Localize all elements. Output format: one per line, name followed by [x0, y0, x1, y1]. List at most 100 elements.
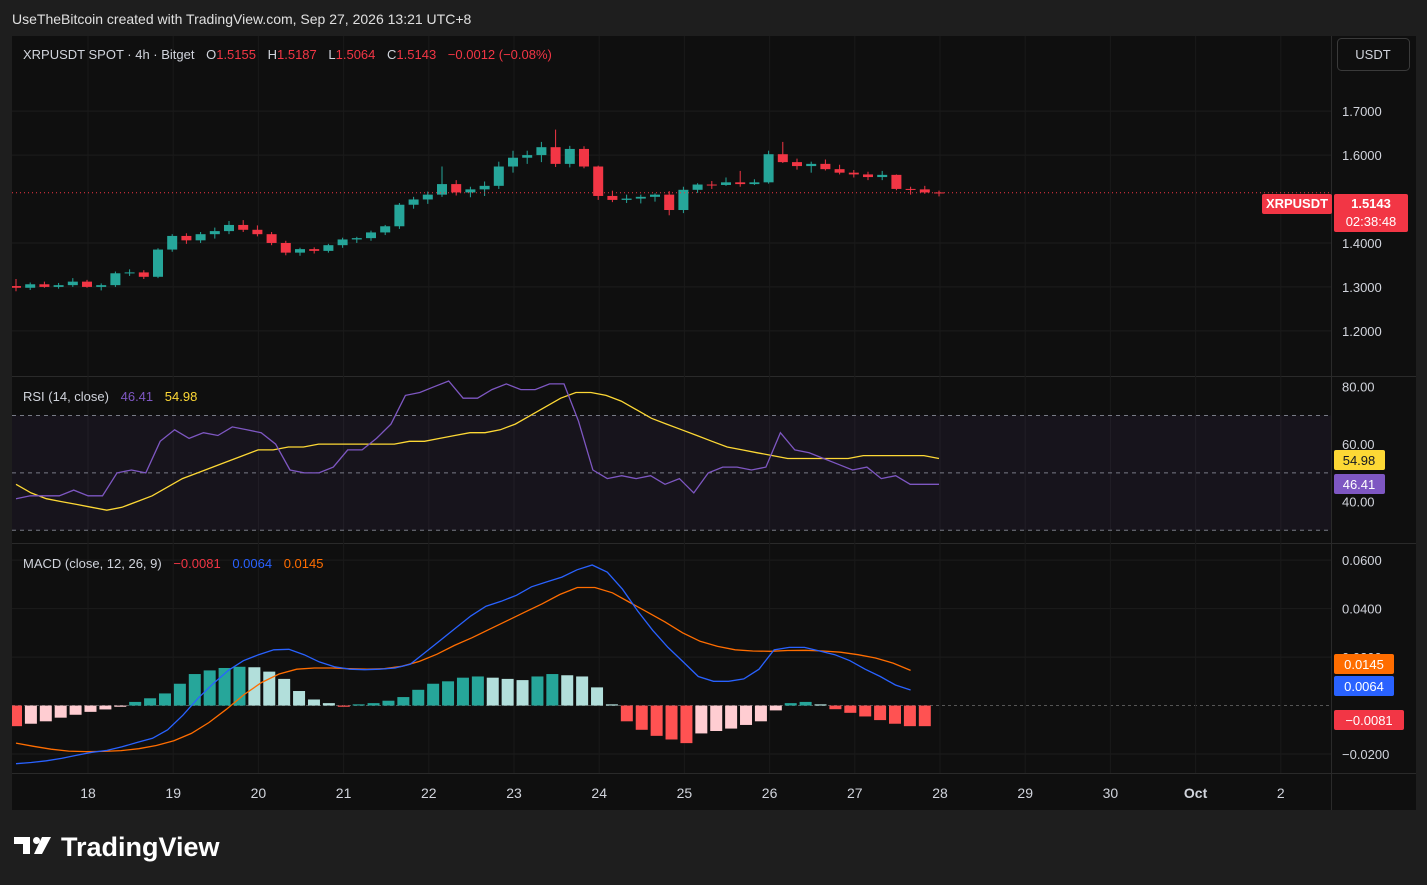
price-tick-label: 1.2000 [1342, 324, 1382, 339]
price-tick-label: 1.4000 [1342, 236, 1382, 251]
macd-histogram-bar [307, 699, 320, 706]
macd-histogram-bar [99, 705, 112, 710]
candle-body [25, 284, 36, 288]
candle-body [820, 163, 831, 170]
macd-histogram-bar [278, 678, 291, 706]
x-tick-label: 18 [80, 785, 96, 801]
price-tick-label: 1.3000 [1342, 280, 1382, 295]
macd-histogram-bar [442, 681, 455, 706]
close-value: 1.5143 [396, 47, 436, 62]
change-value: −0.0012 (−0.08%) [448, 47, 552, 62]
candle-body [181, 235, 192, 241]
x-tick-label: 30 [1103, 785, 1119, 801]
macd-histogram-bar [889, 705, 902, 724]
macd-histogram-bar [456, 677, 469, 706]
tradingview-logo-icon [14, 837, 51, 854]
macd-histogram-bar [12, 705, 22, 727]
tradingview-logo[interactable]: TradingView [0, 810, 260, 885]
x-tick-label: 21 [336, 785, 352, 801]
candle-body [323, 245, 334, 251]
price-badge-symbol: XRPUSDT [1266, 196, 1328, 211]
candle-body [877, 174, 888, 178]
attribution-text: UseTheBitcoin created with TradingView.c… [12, 11, 472, 27]
macd-histogram-bar [814, 704, 827, 706]
macd-histogram-bar [412, 689, 425, 706]
candle-body [919, 189, 930, 193]
price-badge-price: 1.5143 [1351, 196, 1391, 211]
macd-histogram-bar [382, 700, 395, 706]
hist-legend-value: −0.0081 [173, 556, 220, 571]
candle-body [82, 281, 92, 287]
macd-histogram-bar [471, 676, 484, 706]
macd-tick-label: −0.0200 [1342, 747, 1389, 762]
x-tick-label: 26 [762, 785, 778, 801]
tradingview-logo-text: TradingView [61, 832, 221, 862]
candle-body [749, 182, 760, 185]
candle-body [777, 154, 788, 163]
price-tick-label: 1.6000 [1342, 148, 1382, 163]
signal-badge: 0.0145 [1344, 657, 1384, 672]
low-value: 1.5064 [336, 47, 376, 62]
macd-histogram-bar [605, 704, 618, 706]
candle-body [195, 234, 206, 241]
candle-body [238, 224, 249, 230]
candle-body [522, 155, 533, 158]
chart-area[interactable]: 1.7000 1.6000 1.4000 1.3000 1.2000 80.00 60.00… [12, 36, 1416, 810]
rsi-legend-value: 46.41 [121, 389, 154, 404]
x-tick-label: 25 [677, 785, 693, 801]
attribution-bar: UseTheBitcoin created with TradingView.c… [0, 0, 1427, 36]
x-tick-label: 20 [251, 785, 267, 801]
macd-tick-label: 0.0600 [1342, 553, 1382, 568]
macd-histogram-bar [635, 705, 648, 730]
macd-histogram-bar [561, 675, 574, 706]
macd-histogram-bar [397, 697, 410, 706]
macd-histogram-bar [799, 701, 812, 706]
macd-histogram-bar [829, 705, 842, 710]
candle-body [905, 188, 916, 190]
price-badge: XRPUSDT 1.5143 02:38:48 [1262, 194, 1408, 232]
symbol-name: XRPUSDT SPOT · 4h · Bitget [23, 47, 195, 62]
candle-body [408, 199, 419, 205]
rsi-tick-label: 40.00 [1342, 495, 1375, 510]
macd-histogram-bar [322, 703, 335, 706]
macd-histogram-bar [680, 705, 693, 744]
candle-body [153, 249, 163, 277]
macd-histogram-bar [427, 683, 440, 706]
candle-body [848, 172, 859, 175]
candle-body [394, 204, 405, 227]
macd-histogram-bar [69, 705, 82, 715]
chart-canvas[interactable]: 1.7000 1.6000 1.4000 1.3000 1.2000 80.00 60.00… [12, 36, 1416, 810]
candle-body [110, 273, 121, 286]
candle-body [224, 224, 234, 232]
rsi-tick-label: 80.00 [1342, 380, 1375, 395]
rsi-badge: 46.41 [1343, 477, 1376, 492]
macd-histogram-bar [158, 693, 171, 706]
candle-body [891, 174, 902, 189]
macd-histogram-bar [754, 705, 767, 722]
candle-body [550, 147, 561, 164]
x-tick-label: 23 [506, 785, 522, 801]
high-value: 1.5187 [277, 47, 317, 62]
rsi-ma-badge: 54.98 [1343, 453, 1376, 468]
high-label: H [268, 47, 277, 62]
currency-button[interactable]: USDT [1337, 38, 1410, 71]
macd-histogram-bar [740, 705, 753, 725]
x-tick-label: 22 [421, 785, 437, 801]
candle-body [67, 281, 78, 286]
footer: TradingView [0, 810, 1427, 885]
candle-body [451, 184, 462, 193]
macd-legend: MACD (close, 12, 26, 9) −0.0081 0.0064 0… [23, 556, 323, 571]
macd-histogram-bar [725, 705, 738, 729]
candle-body [366, 232, 376, 239]
rsi-badges: 54.98 46.41 [1334, 450, 1385, 494]
rsi-line [15, 380, 939, 500]
candle-body [280, 242, 291, 253]
candle-body [124, 272, 135, 274]
candle-body [692, 184, 703, 190]
macd-histogram-bar [24, 705, 37, 724]
candle-body [465, 189, 476, 193]
macd-histogram-bar [367, 703, 380, 706]
macd-badges: 0.0145 0.0064 −0.0081 [1334, 654, 1404, 730]
rsi-ma-line [15, 391, 940, 511]
candle-body [252, 229, 263, 235]
